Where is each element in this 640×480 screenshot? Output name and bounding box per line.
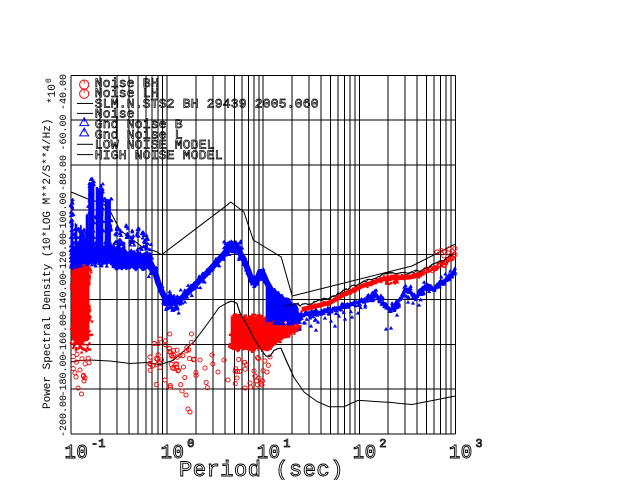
svg-text:10: 10	[353, 442, 377, 464]
svg-text:10: 10	[449, 442, 473, 464]
svg-text:Noise LH: Noise LH	[95, 86, 159, 101]
svg-text:SLM.N.STS2 BH 29439 2005.060: SLM.N.STS2 BH 29439 2005.060	[95, 96, 319, 111]
svg-text:1: 1	[283, 437, 290, 451]
svg-text:Noise: Noise	[95, 107, 135, 122]
svg-text:10: 10	[257, 442, 281, 464]
svg-text:-100.00: -100.00	[59, 192, 70, 234]
svg-text:Period (sec): Period (sec)	[179, 458, 344, 480]
svg-text:-140.00: -140.00	[59, 273, 70, 315]
svg-text:Gnd Noise L: Gnd Noise L	[95, 127, 183, 142]
svg-text:Power Spectral Density (10*LOG: Power Spectral Density (10*LOG M**2/S**4…	[42, 119, 54, 409]
svg-text:10: 10	[161, 442, 185, 464]
svg-text:-180.00: -180.00	[59, 354, 70, 396]
svg-text:Noise BH: Noise BH	[95, 76, 159, 91]
svg-text:-160.00: -160.00	[59, 314, 70, 356]
svg-text:-60.00: -60.00	[59, 114, 70, 150]
svg-text:HIGH NOISE MODEL: HIGH NOISE MODEL	[95, 148, 223, 163]
svg-text:-1: -1	[91, 437, 105, 451]
svg-text:Gnd Noise B: Gnd Noise B	[95, 117, 183, 132]
svg-text:3: 3	[475, 437, 482, 451]
svg-text:2: 2	[379, 437, 386, 451]
svg-text:-80.00: -80.00	[59, 155, 70, 191]
svg-text:0: 0	[187, 437, 194, 451]
svg-text:*10: *10	[47, 84, 59, 104]
svg-text:0: 0	[45, 78, 54, 83]
svg-text:10: 10	[65, 442, 89, 464]
svg-text:-200.00: -200.00	[59, 395, 70, 437]
svg-text:LOW NOISE MODEL: LOW NOISE MODEL	[95, 138, 215, 153]
svg-text:-40.00: -40.00	[59, 74, 70, 110]
svg-text:-120.00: -120.00	[59, 233, 70, 275]
